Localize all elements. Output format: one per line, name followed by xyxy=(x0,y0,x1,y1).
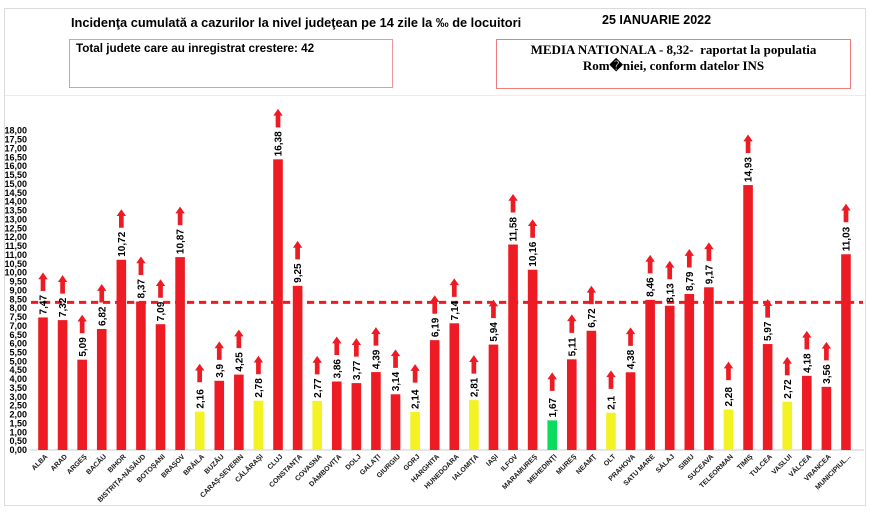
svg-text:5,00: 5,00 xyxy=(9,356,27,366)
svg-text:3,14: 3,14 xyxy=(391,371,402,391)
svg-text:4,18: 4,18 xyxy=(802,353,813,373)
svg-text:0,00: 0,00 xyxy=(9,445,27,455)
svg-text:7,50: 7,50 xyxy=(9,312,27,322)
svg-text:9,00: 9,00 xyxy=(9,285,27,295)
svg-text:17,00: 17,00 xyxy=(4,143,27,153)
svg-text:3,56: 3,56 xyxy=(822,364,833,384)
svg-text:6,00: 6,00 xyxy=(9,339,27,349)
svg-text:6,19: 6,19 xyxy=(430,317,441,337)
svg-text:1,50: 1,50 xyxy=(9,419,27,429)
svg-text:3,00: 3,00 xyxy=(9,392,27,402)
svg-text:11,03: 11,03 xyxy=(842,226,853,251)
svg-text:13,50: 13,50 xyxy=(4,206,27,216)
svg-text:HUNEDOARA: HUNEDOARA xyxy=(424,453,461,490)
svg-text:TIMIŞ: TIMIŞ xyxy=(736,453,754,471)
svg-text:14,00: 14,00 xyxy=(4,197,27,207)
svg-text:DÂMBOVIŢA: DÂMBOVIŢA xyxy=(307,452,343,488)
svg-text:7,14: 7,14 xyxy=(450,300,461,320)
svg-text:7,00: 7,00 xyxy=(9,321,27,331)
svg-text:9,17: 9,17 xyxy=(704,264,715,284)
svg-text:8,00: 8,00 xyxy=(9,303,27,313)
svg-text:SĂLAJ: SĂLAJ xyxy=(654,452,677,475)
svg-text:5,11: 5,11 xyxy=(567,337,578,356)
svg-text:11,58: 11,58 xyxy=(509,217,520,242)
svg-text:3,9: 3,9 xyxy=(215,363,226,377)
svg-text:2,50: 2,50 xyxy=(9,401,27,411)
svg-text:10,87: 10,87 xyxy=(176,229,187,254)
svg-text:CLUJ: CLUJ xyxy=(267,453,285,471)
svg-text:3,50: 3,50 xyxy=(9,383,27,393)
svg-text:1,00: 1,00 xyxy=(9,427,27,437)
svg-text:10,00: 10,00 xyxy=(4,268,27,278)
svg-text:10,50: 10,50 xyxy=(4,259,27,269)
svg-text:6,72: 6,72 xyxy=(587,308,598,328)
svg-text:2,78: 2,78 xyxy=(254,378,265,398)
svg-text:13,00: 13,00 xyxy=(4,214,27,224)
svg-text:BRĂILA: BRĂILA xyxy=(181,452,206,477)
svg-text:8,79: 8,79 xyxy=(685,271,696,291)
svg-text:NEAMŢ: NEAMŢ xyxy=(575,453,598,476)
svg-text:4,25: 4,25 xyxy=(234,352,245,372)
svg-text:6,50: 6,50 xyxy=(9,330,27,340)
svg-text:2,16: 2,16 xyxy=(195,389,206,409)
svg-text:2,72: 2,72 xyxy=(783,379,794,399)
svg-text:SIBIU: SIBIU xyxy=(678,453,696,471)
svg-text:9,25: 9,25 xyxy=(293,263,304,283)
svg-text:1,67: 1,67 xyxy=(548,397,559,417)
svg-text:5,09: 5,09 xyxy=(78,337,89,357)
svg-text:4,38: 4,38 xyxy=(626,349,637,369)
svg-text:2,00: 2,00 xyxy=(9,410,27,420)
svg-text:16,00: 16,00 xyxy=(4,161,27,171)
svg-text:11,00: 11,00 xyxy=(5,250,27,260)
svg-text:10,16: 10,16 xyxy=(528,241,539,266)
svg-text:2,28: 2,28 xyxy=(724,387,735,407)
svg-text:8,37: 8,37 xyxy=(137,279,148,299)
svg-text:DOLJ: DOLJ xyxy=(345,453,363,471)
svg-text:BACĂU: BACĂU xyxy=(84,452,108,476)
svg-text:6,82: 6,82 xyxy=(97,306,108,326)
svg-text:4,39: 4,39 xyxy=(372,349,383,369)
svg-text:14,93: 14,93 xyxy=(744,157,755,182)
svg-text:2,81: 2,81 xyxy=(469,377,480,397)
svg-text:11,50: 11,50 xyxy=(5,241,27,251)
svg-text:2,14: 2,14 xyxy=(411,389,422,409)
svg-text:5,97: 5,97 xyxy=(763,321,774,341)
svg-text:5,50: 5,50 xyxy=(9,348,27,358)
svg-text:7,47: 7,47 xyxy=(39,295,50,315)
svg-text:18,00: 18,00 xyxy=(4,126,27,136)
svg-text:9,50: 9,50 xyxy=(9,277,27,287)
svg-text:MUREŞ: MUREŞ xyxy=(555,453,578,476)
svg-text:0,50: 0,50 xyxy=(9,436,27,446)
svg-text:3,77: 3,77 xyxy=(352,360,363,380)
svg-text:OLT: OLT xyxy=(603,453,618,468)
svg-text:14,50: 14,50 xyxy=(4,188,27,198)
svg-text:12,50: 12,50 xyxy=(4,223,27,233)
svg-text:17,50: 17,50 xyxy=(4,135,27,145)
svg-text:IAŞI: IAŞI xyxy=(485,453,500,468)
svg-text:15,00: 15,00 xyxy=(4,179,27,189)
svg-text:7,09: 7,09 xyxy=(156,301,167,321)
svg-text:2,77: 2,77 xyxy=(313,378,324,398)
svg-text:4,50: 4,50 xyxy=(9,365,27,375)
svg-text:8,50: 8,50 xyxy=(9,294,27,304)
svg-text:10,72: 10,72 xyxy=(117,231,128,256)
svg-text:16,50: 16,50 xyxy=(4,152,27,162)
svg-text:7,32: 7,32 xyxy=(58,297,69,317)
svg-text:15,50: 15,50 xyxy=(4,170,27,180)
svg-text:4,00: 4,00 xyxy=(9,374,27,384)
svg-text:16,38: 16,38 xyxy=(274,131,285,156)
svg-text:12,00: 12,00 xyxy=(4,232,27,242)
svg-text:2,1: 2,1 xyxy=(607,395,618,409)
svg-text:MUNICIPIUL...: MUNICIPIUL... xyxy=(814,453,852,491)
svg-text:ALBA: ALBA xyxy=(31,453,50,472)
svg-text:3,86: 3,86 xyxy=(332,359,343,379)
svg-text:8,46: 8,46 xyxy=(646,277,657,297)
svg-text:8,13: 8,13 xyxy=(665,283,676,303)
svg-text:5,94: 5,94 xyxy=(489,322,500,342)
